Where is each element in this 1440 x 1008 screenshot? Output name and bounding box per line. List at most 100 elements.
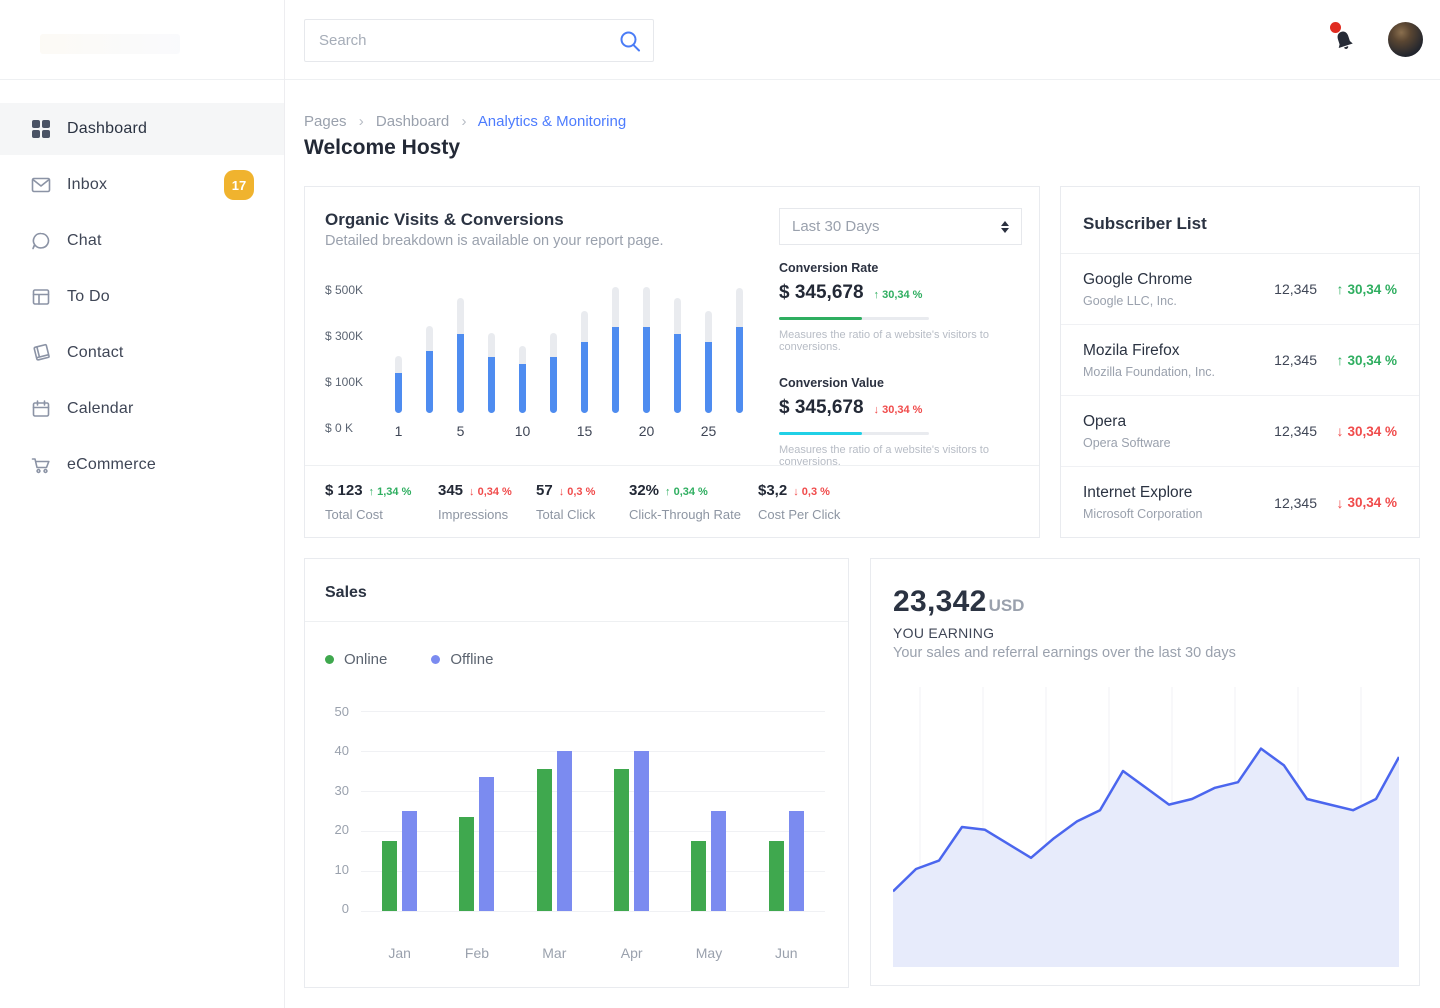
organic-footer-stats: $ 123 ↑ 1,34 % Total Cost 345 ↓ 0,34 % I… xyxy=(325,482,908,522)
search-input[interactable] xyxy=(305,32,617,49)
arrow-up-icon: ↑ xyxy=(873,289,880,301)
search-icon[interactable] xyxy=(617,28,643,54)
earnings-amount: 23,342 USD xyxy=(893,585,1025,618)
sidebar-item-label: Contact xyxy=(67,344,124,361)
bar xyxy=(488,333,495,413)
bar xyxy=(705,310,712,413)
conversion-value-progress-fill xyxy=(779,432,862,435)
subscriber-list-card: Subscriber List Google Chrome Google LLC… xyxy=(1060,186,1420,538)
bar xyxy=(402,811,418,911)
mail-icon xyxy=(30,174,52,196)
bar xyxy=(643,286,650,413)
bar xyxy=(634,751,650,911)
card-subtitle: Detailed breakdown is available on your … xyxy=(325,233,664,249)
bar xyxy=(612,286,619,413)
notifications-button[interactable] xyxy=(1328,22,1362,58)
conversion-rate-progress xyxy=(779,317,929,320)
sales-bar-chart: 50 40 30 20 10 0 Jan Feb Mar Apr May Jun xyxy=(325,704,825,961)
sidebar-item-calendar[interactable]: Calendar xyxy=(0,383,284,435)
stat-delta: ↑ 30,34 % xyxy=(873,289,923,301)
sidebar-item-label: Calendar xyxy=(67,400,134,417)
sidebar-item-todo[interactable]: To Do xyxy=(0,271,284,323)
stat-cpc: $3,2 ↓ 0,3 % Cost Per Click xyxy=(758,482,841,522)
earnings-area-chart xyxy=(893,687,1399,967)
contact-icon xyxy=(30,342,52,364)
y-axis-labels: $ 500K $ 300K $ 100K $ 0 K xyxy=(325,283,364,435)
conversion-stats: Conversion Rate $ 345,678 ↑ 30,34 % Meas… xyxy=(779,261,1007,491)
bar xyxy=(674,298,681,413)
sidebar-item-label: Dashboard xyxy=(67,120,148,137)
legend-item-offline[interactable]: Offline xyxy=(431,651,493,668)
breadcrumb-pages[interactable]: Pages xyxy=(304,113,347,130)
chat-icon xyxy=(30,230,52,252)
inbox-badge: 17 xyxy=(224,170,254,200)
main-content: Pages › Dashboard › Analytics & Monitori… xyxy=(285,80,1440,1008)
sidebar: Dashboard Inbox 17 Chat xyxy=(0,0,285,1008)
stat-label: Conversion Value xyxy=(779,376,884,390)
sidebar-menu: Dashboard Inbox 17 Chat xyxy=(0,80,284,491)
bar xyxy=(768,841,784,911)
divider xyxy=(1061,253,1419,254)
bar xyxy=(556,751,572,911)
notification-dot xyxy=(1330,22,1341,33)
divider xyxy=(305,621,848,622)
search-box xyxy=(304,19,654,62)
organic-visits-card: Organic Visits & Conversions Detailed br… xyxy=(304,186,1040,538)
subscriber-row-chrome[interactable]: Google Chrome Google LLC, Inc. 12,345 ↑ 3… xyxy=(1061,254,1419,325)
conversion-value-block: Conversion Value $ 345,678 ↓ 30,34 % Mea… xyxy=(779,376,1007,468)
bar xyxy=(736,288,743,413)
organic-bar-chart: $ 500K $ 300K $ 100K $ 0 K 1 5 10 15 20 25 xyxy=(325,283,755,439)
sidebar-item-inbox[interactable]: Inbox 17 xyxy=(0,159,284,211)
sidebar-item-dashboard[interactable]: Dashboard xyxy=(0,103,284,155)
conversion-value-progress xyxy=(779,432,929,435)
subscriber-row-firefox[interactable]: Mozila Firefox Mozilla Foundation, Inc. … xyxy=(1061,325,1419,396)
bar xyxy=(382,841,398,911)
bar xyxy=(711,811,727,911)
divider xyxy=(305,465,1039,466)
chevron-right-icon: › xyxy=(461,113,467,130)
select-arrows-icon xyxy=(1001,220,1009,233)
bar xyxy=(457,298,464,413)
bar xyxy=(479,777,495,911)
sidebar-item-contact[interactable]: Contact xyxy=(0,327,284,379)
user-avatar[interactable] xyxy=(1388,22,1423,57)
sidebar-item-label: Inbox xyxy=(67,176,108,193)
arrow-up-icon: ↑ xyxy=(368,486,375,498)
bars xyxy=(361,711,825,911)
date-range-select[interactable]: Last 30 Days xyxy=(779,208,1022,245)
subscriber-row-opera[interactable]: Opera Opera Software 12,345 ↓ 30,34 % xyxy=(1061,396,1419,467)
breadcrumb-current[interactable]: Analytics & Monitoring xyxy=(477,113,627,130)
logo xyxy=(40,34,180,54)
earnings-subtitle: Your sales and referral earnings over th… xyxy=(893,645,1236,661)
plot-area xyxy=(361,711,825,912)
earnings-card: 23,342 USD YOU EARNING Your sales and re… xyxy=(870,558,1420,986)
legend-item-online[interactable]: Online xyxy=(325,651,387,668)
x-axis-labels: Jan Feb Mar Apr May Jun xyxy=(388,945,798,961)
stat-total-click: 57 ↓ 0,3 % Total Click xyxy=(536,482,596,522)
stat-ctr: 32% ↑ 0,34 % Click-Through Rate xyxy=(629,482,741,522)
bar xyxy=(581,310,588,413)
date-range-value: Last 30 Days xyxy=(792,218,880,235)
bar xyxy=(459,817,475,911)
bar xyxy=(395,355,402,413)
breadcrumb: Pages › Dashboard › Analytics & Monitori… xyxy=(304,113,626,130)
arrow-down-icon: ↓ xyxy=(1336,423,1344,439)
page-title: Welcome Hosty xyxy=(304,136,460,159)
legend-dot-online xyxy=(325,655,334,664)
card-title: Sales xyxy=(325,584,367,601)
sidebar-item-chat[interactable]: Chat xyxy=(0,215,284,267)
subscriber-row-ie[interactable]: Internet Explore Microsoft Corporation 1… xyxy=(1083,484,1397,521)
breadcrumb-dashboard[interactable]: Dashboard xyxy=(375,113,450,130)
conversion-rate-progress-fill xyxy=(779,317,862,320)
stat-value: $ 345,678 xyxy=(779,397,864,418)
grid-icon xyxy=(30,118,52,140)
sidebar-item-label: Chat xyxy=(67,232,102,249)
stat-total-cost: $ 123 ↑ 1,34 % Total Cost xyxy=(325,482,412,522)
arrow-up-icon: ↑ xyxy=(1336,352,1344,368)
stat-impressions: 345 ↓ 0,34 % Impressions xyxy=(438,482,512,522)
stat-caption: Measures the ratio of a website's visito… xyxy=(779,329,989,353)
bar xyxy=(426,325,433,413)
sidebar-item-ecommerce[interactable]: eCommerce xyxy=(0,439,284,491)
sidebar-item-label: eCommerce xyxy=(67,456,156,473)
